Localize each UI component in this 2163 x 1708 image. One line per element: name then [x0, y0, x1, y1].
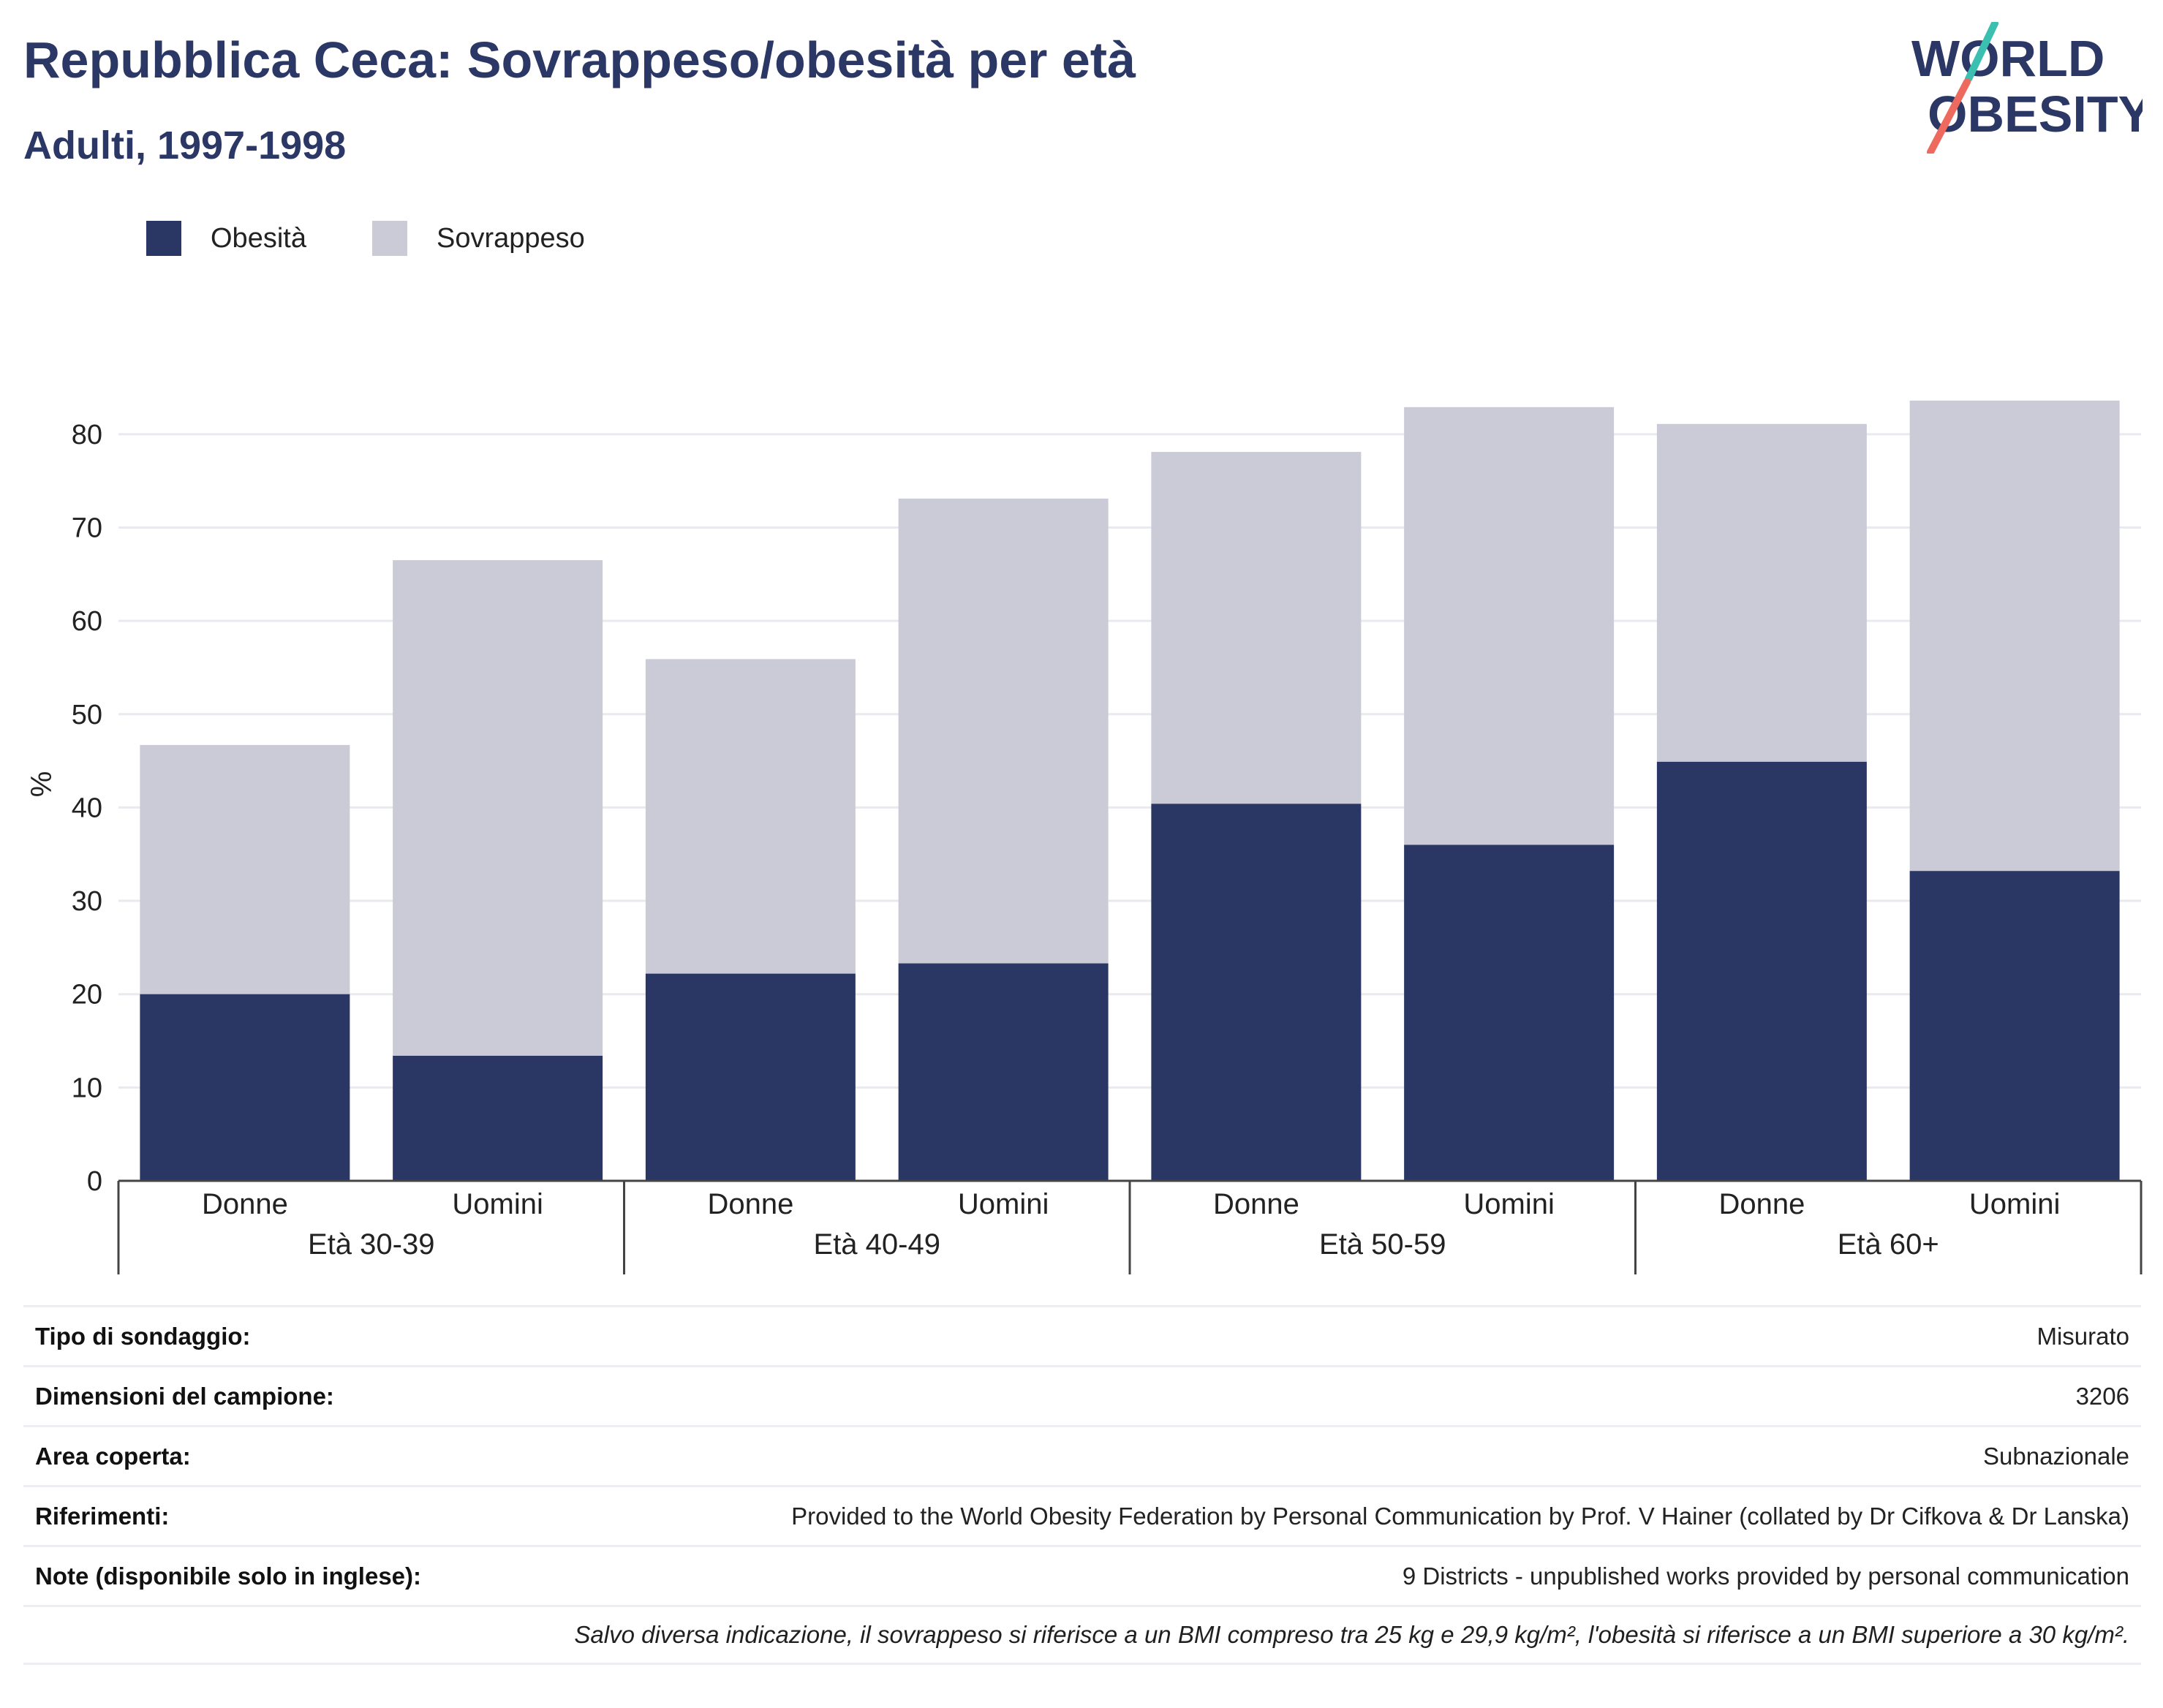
info-row-survey-type: Tipo di sondaggio: Misurato: [23, 1305, 2141, 1365]
bar-overweight: [898, 498, 1109, 964]
stacked-bar-chart: 0 10 20 30 40 50 60 70 80% Donne Uomini Età 30-39 Do…: [26, 400, 2143, 1274]
page-subtitle: Adulti, 1997-1998: [23, 124, 347, 167]
info-value: Provided to the World Obesity Federation…: [791, 1502, 2129, 1530]
bar-obesity: [1151, 804, 1362, 1181]
bar-overweight: [1404, 407, 1615, 845]
x-tick-label: Uomini: [452, 1188, 543, 1220]
x-tick-label: Donne: [1213, 1188, 1299, 1220]
bar-overweight: [393, 560, 603, 1056]
y-tick-label: 0: [87, 1166, 102, 1197]
y-tick-label: 70: [72, 513, 102, 543]
bar-overweight: [645, 659, 856, 974]
legend-item-overweight: Sovrappeso: [371, 221, 585, 256]
legend-swatch-obesity: [146, 221, 181, 256]
footnote-text: Salvo diversa indicazione, il sovrappeso…: [574, 1621, 2129, 1648]
y-axis-label: %: [26, 771, 58, 798]
y-tick-label: 60: [72, 606, 102, 637]
logo-slash-coral: [1927, 78, 1971, 154]
group-label: Età 40-49: [814, 1228, 940, 1261]
info-value: Misurato: [2036, 1322, 2129, 1350]
info-key: Riferimenti:: [35, 1502, 170, 1530]
info-value: 3206: [2075, 1382, 2129, 1410]
bar-overweight: [1656, 423, 1867, 762]
y-tick-label: 80: [72, 420, 102, 450]
info-row-sample-size: Dimensioni del campione: 3206: [23, 1365, 2141, 1425]
survey-info-table: Tipo di sondaggio: Misurato Dimensioni d…: [23, 1305, 2141, 1665]
group-label: Età 50-59: [1319, 1228, 1446, 1261]
info-row-references: Riferimenti: Provided to the World Obesi…: [23, 1485, 2141, 1545]
y-tick-label: 50: [72, 700, 102, 730]
page-title: Repubblica Ceca: Sovrappeso/obesità per …: [23, 31, 1136, 88]
legend-label-obesity: Obesità: [211, 222, 306, 254]
bar-overweight: [1151, 452, 1362, 804]
x-tick-label: Uomini: [1969, 1188, 2060, 1220]
info-key: Note (disponibile solo in inglese):: [35, 1562, 422, 1590]
x-tick-label: Donne: [707, 1188, 793, 1220]
y-tick-label: 30: [72, 886, 102, 917]
info-key: Area coperta:: [35, 1442, 191, 1470]
logo-line1: WORLD: [1911, 30, 2105, 87]
x-tick-label: Uomini: [1463, 1188, 1554, 1220]
bar-obesity: [898, 963, 1109, 1181]
x-tick-label: Donne: [1718, 1188, 1805, 1220]
info-key: Tipo di sondaggio:: [35, 1322, 251, 1350]
bar-obesity: [1404, 844, 1615, 1181]
info-row-notes: Note (disponibile solo in inglese): 9 Di…: [23, 1545, 2141, 1605]
group-label: Età 60+: [1838, 1228, 1939, 1261]
y-tick-label: 20: [72, 980, 102, 1010]
info-row-area: Area coperta: Subnazionale: [23, 1425, 2141, 1485]
bar-obesity: [140, 994, 350, 1181]
info-value: 9 Districts - unpublished works provided…: [1402, 1562, 2129, 1590]
x-tick-label: Donne: [202, 1188, 288, 1220]
bar-obesity: [1909, 871, 2120, 1181]
legend-label-overweight: Sovrappeso: [436, 222, 585, 254]
bar-overweight: [1909, 400, 2120, 872]
y-tick-label: 10: [72, 1073, 102, 1103]
x-tick-label: Uomini: [958, 1188, 1049, 1220]
logo-slash-teal: [1965, 22, 1998, 83]
info-footnote: Salvo diversa indicazione, il sovrappeso…: [23, 1605, 2141, 1665]
info-value: Subnazionale: [1983, 1442, 2129, 1470]
chart-legend: Obesità Sovrappeso: [146, 216, 651, 260]
info-key: Dimensioni del campione:: [35, 1382, 334, 1410]
bar-obesity: [1656, 761, 1867, 1181]
bar-obesity: [393, 1055, 603, 1181]
world-obesity-logo: WORLD OBESITY: [1911, 22, 2143, 154]
bar-obesity: [645, 973, 856, 1181]
legend-item-obesity: Obesità: [146, 221, 306, 256]
bar-overweight: [140, 744, 350, 994]
group-label: Età 30-39: [308, 1228, 434, 1261]
legend-swatch-overweight: [371, 221, 407, 256]
y-tick-label: 40: [72, 793, 102, 823]
